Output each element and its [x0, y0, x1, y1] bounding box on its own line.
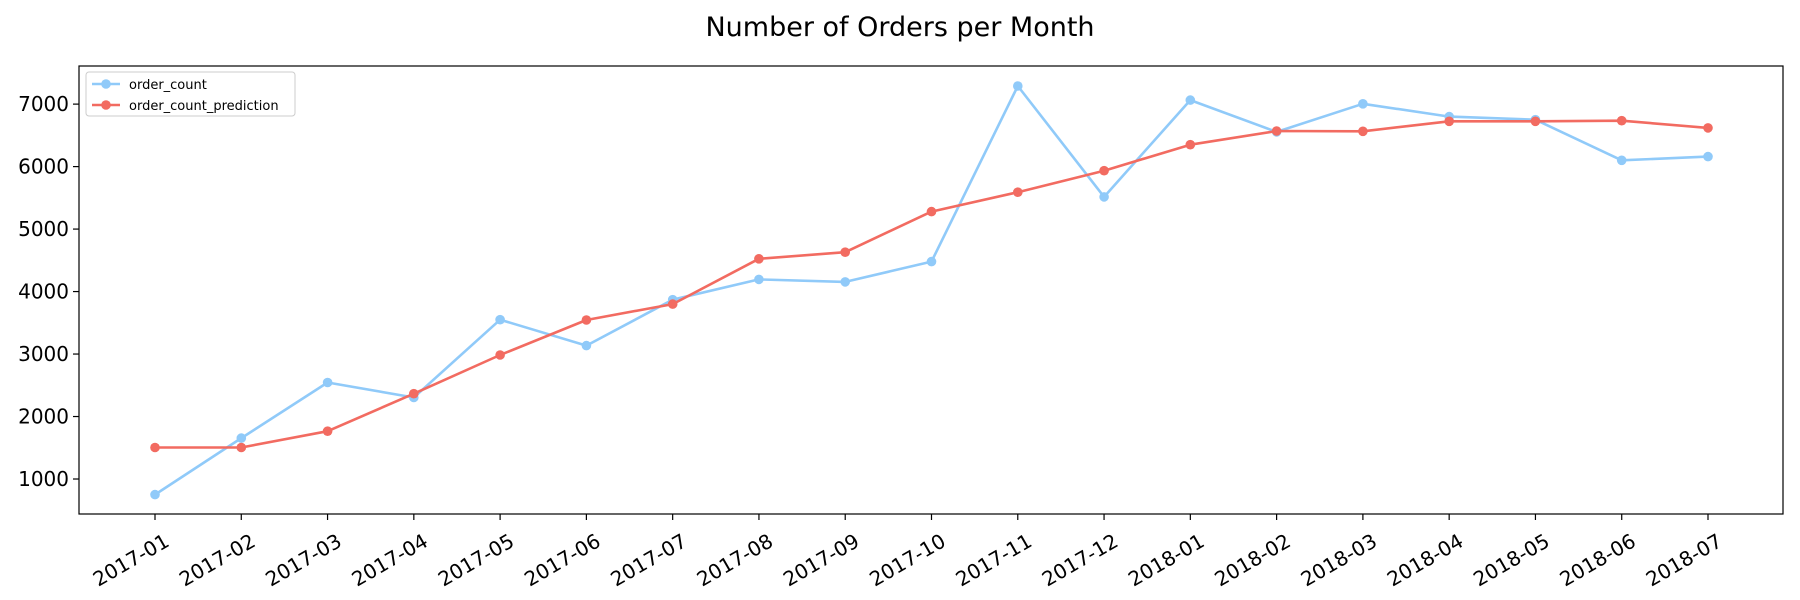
legend-marker [101, 100, 111, 110]
data-point [581, 340, 592, 351]
data-point [840, 277, 850, 287]
series-order-count [150, 81, 1713, 500]
series-line [154, 84, 1709, 496]
legend-label: order_count_prediction [129, 99, 279, 114]
x-tick-label: 2018-05 [1469, 529, 1553, 592]
x-tick-label: 2017-01 [89, 529, 173, 592]
data-point [1444, 116, 1454, 127]
x-tick-label: 2017-10 [865, 529, 949, 592]
y-tick-label: 6000 [18, 155, 69, 179]
data-point [1616, 155, 1627, 166]
data-point [1616, 115, 1627, 126]
legend-item: order_count [92, 78, 207, 93]
y-axis: 1000 2000 3000 4000 5000 6000 7000 [18, 92, 79, 491]
data-point [754, 274, 764, 285]
x-tick-label: 2018-02 [1210, 529, 1294, 592]
data-point [150, 489, 160, 500]
data-point [581, 315, 592, 325]
data-point [754, 253, 764, 264]
legend: order_count order_count_prediction [85, 71, 296, 117]
x-tick-label: 2017-05 [434, 529, 518, 592]
plot-area [78, 65, 1784, 515]
data-point [1271, 126, 1282, 136]
x-tick-label: 2018-07 [1642, 529, 1726, 592]
data-point [1703, 123, 1713, 133]
series-line [155, 119, 1709, 449]
y-tick-label: 4000 [18, 280, 69, 304]
series-layer [150, 81, 1713, 500]
x-tick-label: 2017-11 [951, 529, 1035, 592]
data-point [1185, 139, 1196, 150]
x-tick-label: 2018-06 [1555, 529, 1639, 592]
y-tick-label: 5000 [18, 217, 69, 241]
data-point [840, 247, 850, 257]
chart-title: Number of Orders per Month [705, 12, 1094, 43]
data-point [1358, 99, 1368, 109]
x-tick-label: 2018-01 [1124, 529, 1208, 592]
data-point [1358, 126, 1368, 137]
legend-label: order_count [129, 78, 207, 93]
x-tick-label: 2017-09 [779, 529, 863, 592]
x-tick-label: 2018-03 [1297, 529, 1381, 592]
data-point [495, 350, 505, 360]
data-point [1530, 116, 1541, 127]
data-point [1013, 187, 1023, 197]
data-point [236, 442, 247, 453]
data-point [236, 433, 247, 443]
x-tick-label: 2017-06 [520, 529, 604, 592]
x-tick-label: 2017-04 [348, 529, 432, 592]
data-point [150, 442, 160, 453]
data-point [322, 377, 333, 388]
data-point [1013, 81, 1023, 91]
data-point [926, 256, 937, 267]
data-point [926, 206, 937, 217]
x-tick-label: 2017-03 [261, 529, 345, 592]
x-tick-label: 2017-08 [693, 529, 777, 592]
legend-item: order_count_prediction [92, 99, 279, 114]
x-tick-label: 2018-04 [1383, 529, 1467, 592]
data-point [322, 426, 333, 437]
legend-marker [101, 79, 111, 89]
y-tick-label: 1000 [18, 467, 69, 491]
data-point [1099, 192, 1109, 202]
x-axis: 2017-01 2017-02 2017-03 2017-04 2017-05 2017-… [89, 514, 1726, 591]
x-tick-label: 2017-12 [1038, 529, 1122, 592]
data-point [409, 388, 419, 399]
data-point [667, 299, 678, 309]
series-order-count-prediction [150, 115, 1713, 453]
data-point [1185, 95, 1196, 105]
x-tick-label: 2017-07 [606, 529, 690, 592]
y-tick-label: 7000 [18, 92, 69, 116]
data-point [1099, 165, 1109, 176]
data-point [495, 314, 505, 325]
legend-frame [85, 71, 296, 117]
data-point [1703, 151, 1713, 162]
y-tick-label: 3000 [18, 342, 69, 366]
y-tick-label: 2000 [18, 405, 69, 429]
x-tick-label: 2017-02 [175, 529, 259, 592]
